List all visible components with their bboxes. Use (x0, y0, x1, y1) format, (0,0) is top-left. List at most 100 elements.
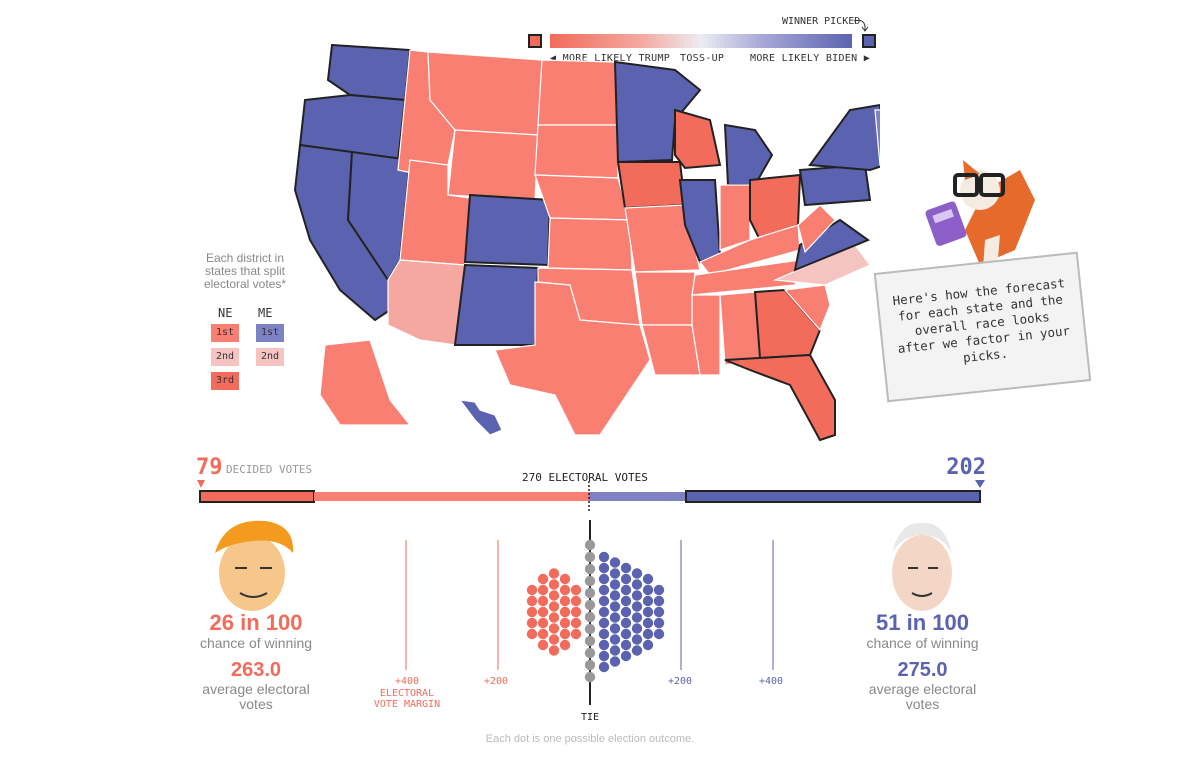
me-district-1[interactable]: 1st (256, 324, 284, 342)
outcome-dot (609, 601, 621, 612)
outcome-dot (537, 584, 549, 596)
biden-chance: 51 in 100 (876, 610, 969, 635)
ne-label: NE (218, 306, 233, 320)
outcome-dot (584, 611, 596, 623)
outcome-dot (537, 617, 549, 629)
margin-label-trump-200: +200 (484, 676, 509, 687)
state-iowa[interactable] (616, 161, 687, 210)
outcome-dot (598, 661, 610, 673)
fivey-fox-illustration (925, 160, 1035, 270)
state-hawaii[interactable] (458, 399, 503, 436)
state-south-carolina[interactable] (783, 284, 831, 332)
ne-district-1[interactable]: 1st (211, 324, 239, 342)
electoral-vote-margin-label: ELECTORAL VOTE MARGIN (373, 688, 441, 710)
outcome-dot (642, 639, 654, 651)
outcome-dot (537, 606, 549, 618)
trump-decided-votes: 79 (196, 455, 223, 480)
biden-average-ev-label: average electoral votes (868, 681, 977, 712)
trump-portrait (215, 520, 294, 611)
state-colorado[interactable] (463, 193, 552, 267)
state-west-virginia[interactable] (797, 204, 836, 254)
outcome-dot (653, 606, 665, 618)
state-nebraska[interactable] (534, 174, 631, 221)
outcome-dot (537, 628, 549, 640)
election-outcome-dot-plot (405, 520, 774, 705)
state-alabama[interactable] (719, 291, 761, 366)
outcome-dot (584, 587, 596, 599)
state-arkansas[interactable] (634, 271, 696, 326)
outcome-dot (570, 617, 582, 629)
outcome-dots (526, 539, 665, 683)
outcome-dot (584, 623, 596, 635)
state-texas[interactable] (494, 281, 651, 436)
outcome-dot (642, 606, 654, 618)
more-likely-biden-label: MORE LIKELY BIDEN ▶ (750, 53, 871, 64)
trump-average-ev-label: average electoral votes (202, 681, 310, 712)
ne-district-3[interactable]: 3rd (211, 372, 239, 390)
trump-winner-picked-box[interactable] (528, 34, 542, 48)
outcome-dot (598, 650, 610, 662)
state-michigan[interactable] (723, 123, 774, 186)
outcome-dot (620, 584, 632, 596)
state-new-mexico[interactable] (453, 263, 540, 346)
outcome-dot (548, 623, 560, 634)
state-new-england[interactable] (874, 60, 880, 166)
outcome-dot (548, 634, 560, 645)
state-louisiana[interactable] (641, 324, 701, 376)
state-georgia[interactable] (753, 288, 822, 360)
outcome-dot (631, 568, 643, 579)
outcome-dot (584, 575, 596, 587)
state-wyoming[interactable] (447, 129, 539, 201)
biden-chance-label: chance of winning (866, 635, 979, 651)
ne-district-2[interactable]: 2nd (211, 348, 239, 366)
outcome-dot (584, 647, 596, 659)
outcome-dot (620, 639, 632, 651)
state-arizona[interactable] (387, 259, 466, 346)
outcome-dot (653, 617, 665, 629)
outcome-dot (631, 634, 643, 645)
outcome-dot (609, 590, 621, 601)
outcome-dot (609, 623, 621, 634)
state-new-york[interactable] (808, 103, 880, 172)
outcome-dot (620, 573, 632, 585)
biden-marker-icon (975, 480, 985, 488)
outcome-dot (548, 612, 560, 623)
outcome-dot (548, 568, 560, 579)
state-alaska[interactable] (319, 339, 412, 426)
state-florida[interactable] (724, 353, 836, 442)
state-kansas[interactable] (547, 217, 633, 271)
outcome-dot (570, 606, 582, 618)
outcome-dot (548, 645, 560, 656)
state-wisconsin[interactable] (674, 108, 722, 170)
curved-arrow-icon (853, 19, 869, 32)
state-mississippi[interactable] (691, 294, 721, 376)
state-washington[interactable] (326, 43, 412, 102)
outcome-dot (609, 634, 621, 645)
outcome-dot (598, 639, 610, 651)
toss-up-label: TOSS-UP (680, 53, 725, 64)
outcome-dot (584, 659, 596, 671)
biden-winner-picked-box[interactable] (862, 34, 876, 48)
state-indiana[interactable] (719, 184, 751, 251)
outcome-dot (598, 628, 610, 640)
outcome-dot (598, 584, 610, 596)
outcome-dot (559, 595, 571, 607)
outcome-dot (559, 573, 571, 585)
outcome-dot (609, 656, 621, 667)
outcome-dot (559, 628, 571, 640)
outcome-dot (559, 639, 571, 651)
me-label: ME (258, 306, 273, 320)
state-north-dakota[interactable] (537, 59, 619, 126)
state-tennessee[interactable] (691, 259, 801, 296)
state-south-dakota[interactable] (534, 124, 619, 179)
outcome-dot (584, 539, 596, 551)
outcome-dot (598, 573, 610, 585)
margin-label-trump-400: +400 (395, 676, 420, 687)
outcome-dot (631, 612, 643, 623)
outcome-dot (598, 595, 610, 607)
outcome-dot (584, 599, 596, 611)
state-missouri[interactable] (624, 204, 701, 273)
state-pennsylvania[interactable] (798, 163, 872, 207)
me-district-2[interactable]: 2nd (256, 348, 284, 366)
outcome-dot (609, 645, 621, 656)
